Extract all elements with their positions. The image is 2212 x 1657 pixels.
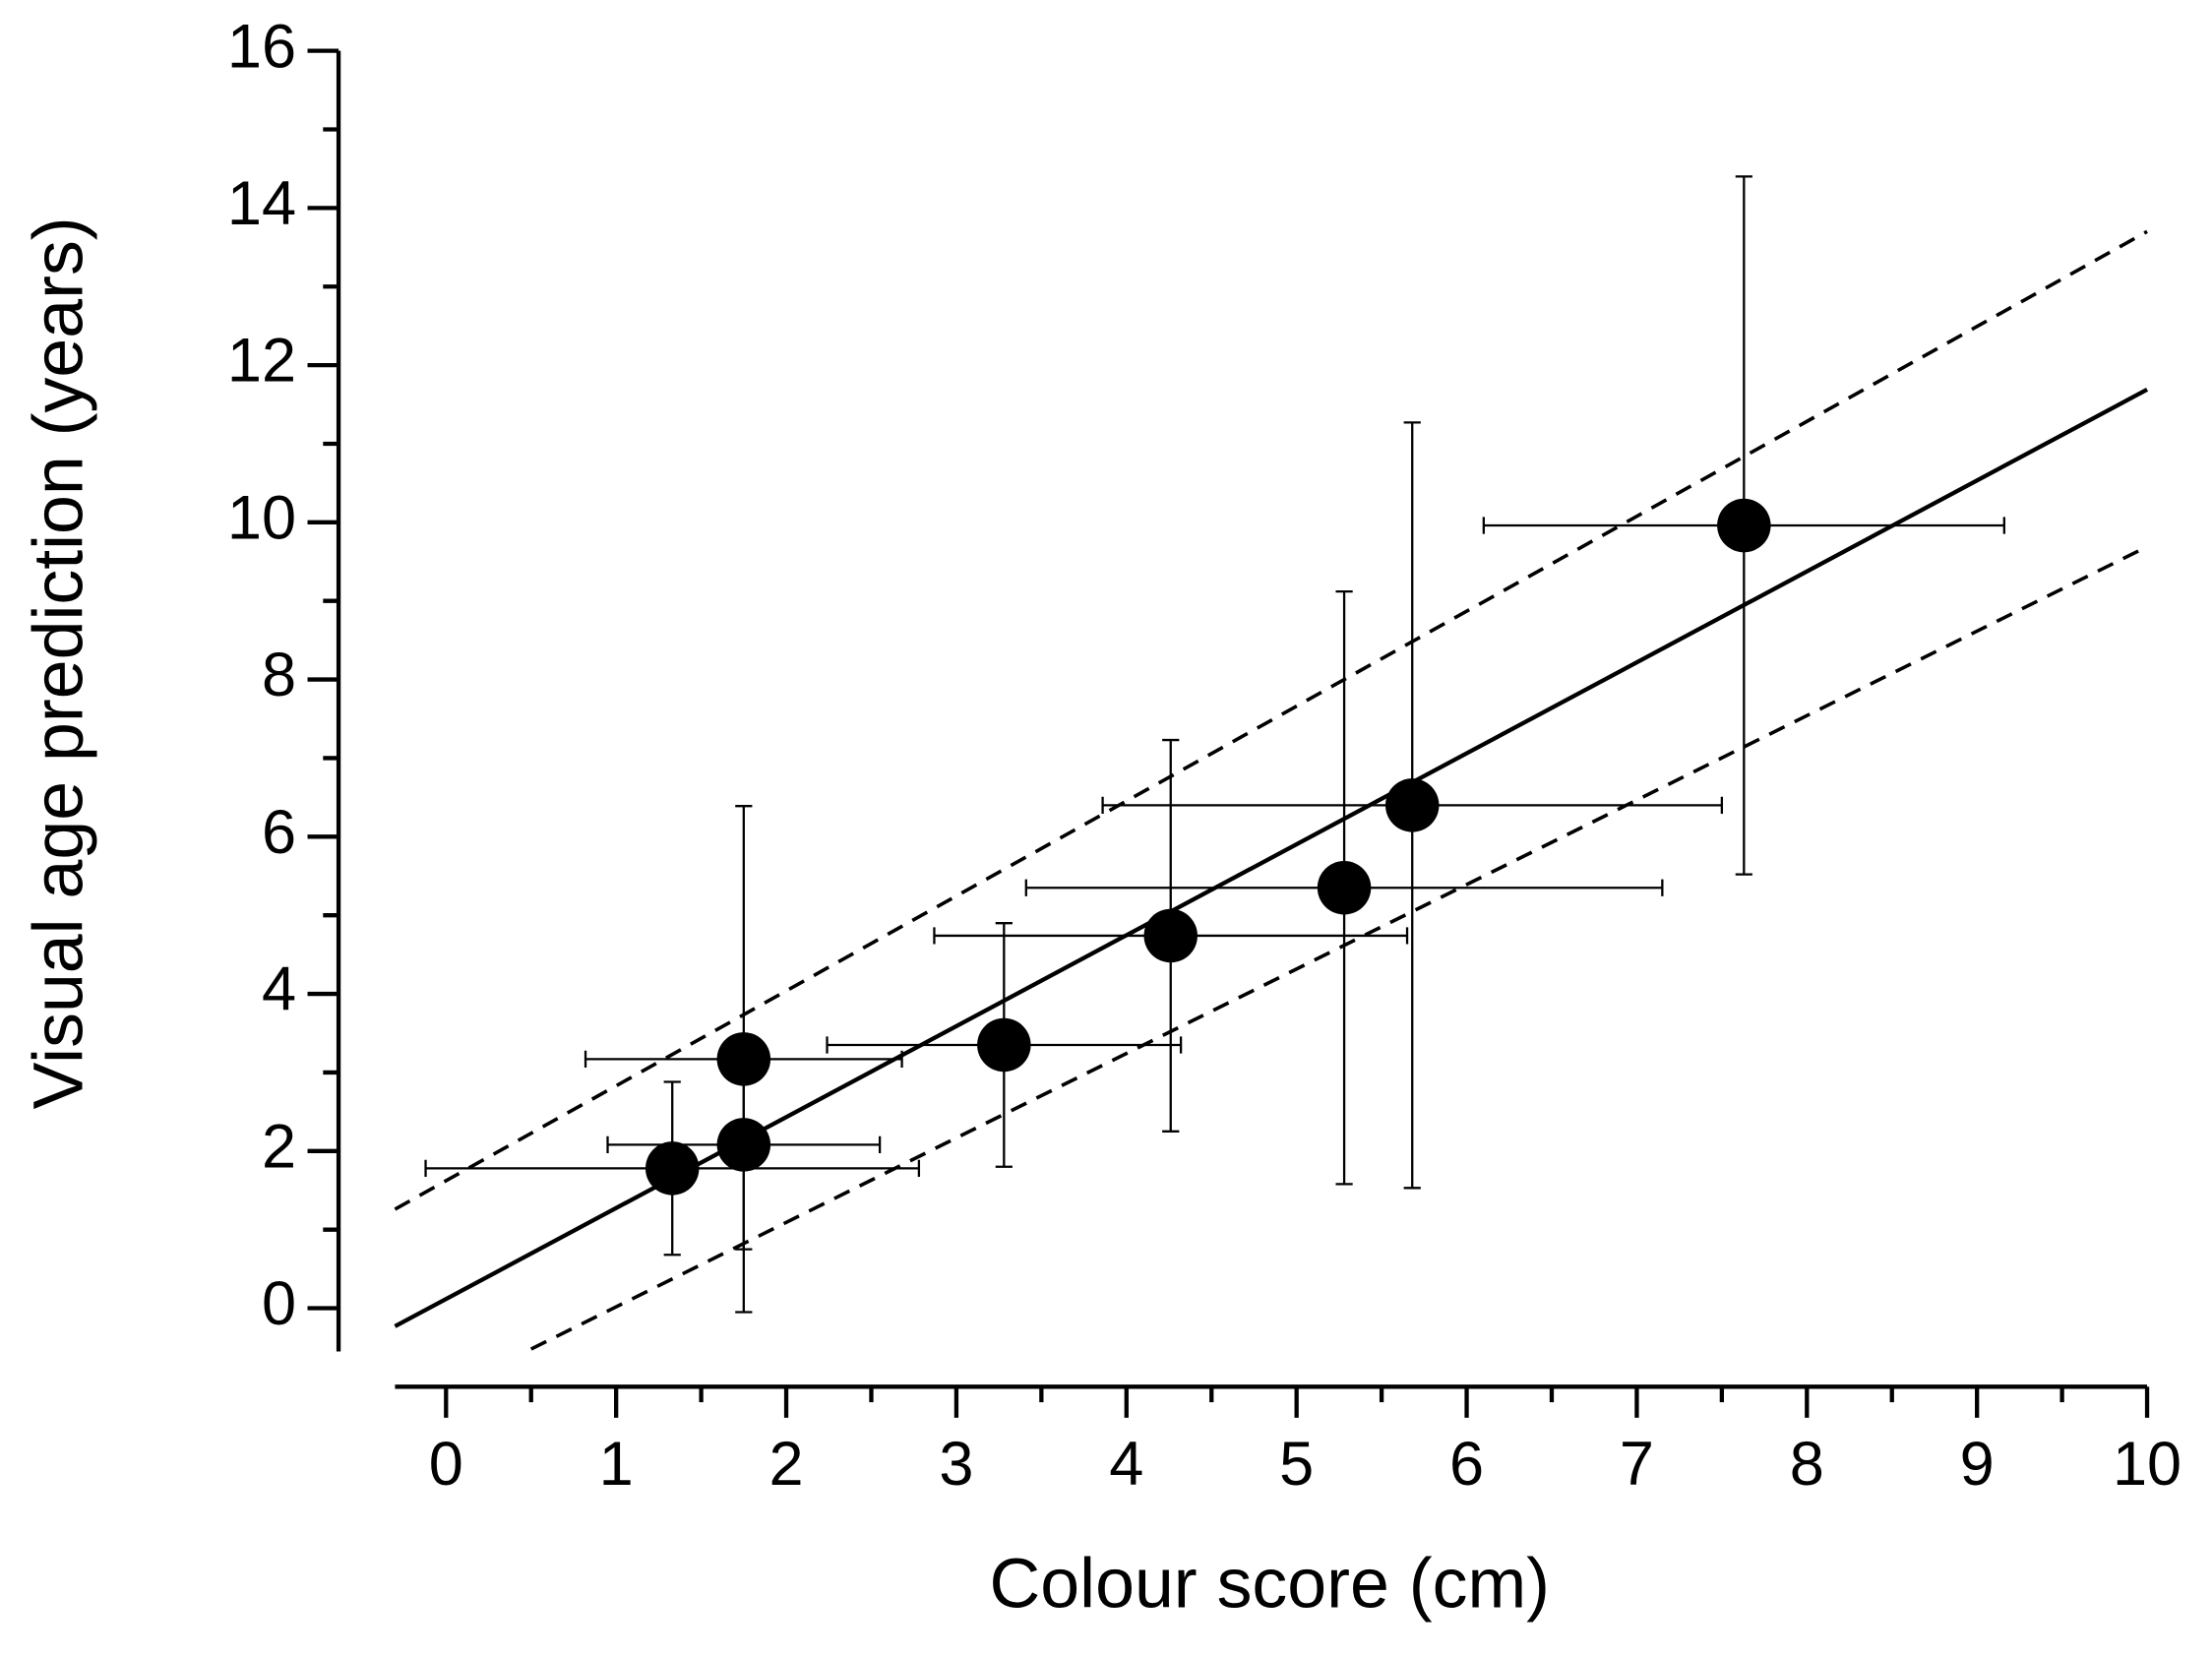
point — [977, 1017, 1031, 1073]
x-tick-label: 1 — [599, 1430, 634, 1499]
x-tick-label: 4 — [1109, 1430, 1143, 1499]
y-tick-label: 2 — [262, 1112, 296, 1181]
x-tick-label: 5 — [1279, 1430, 1314, 1499]
y-tick-label: 16 — [227, 12, 296, 81]
y-tick-label: 10 — [227, 483, 296, 552]
y-tick-label: 8 — [262, 641, 296, 709]
point — [1317, 860, 1372, 915]
y-tick-label: 12 — [227, 327, 296, 396]
y-axis-title: Visual age prediction (years) — [19, 216, 97, 1109]
point — [1143, 908, 1198, 963]
y-tick-label: 0 — [262, 1269, 296, 1338]
point — [1384, 778, 1440, 832]
x-tick-label: 6 — [1449, 1430, 1484, 1499]
x-tick-label: 9 — [1960, 1430, 1995, 1499]
x-tick-label: 2 — [768, 1430, 803, 1499]
point — [645, 1141, 700, 1196]
y-tick-label: 4 — [262, 955, 296, 1024]
x-tick-label: 7 — [1620, 1430, 1654, 1499]
y-tick-label: 6 — [262, 798, 296, 867]
confidence-line — [394, 229, 2148, 1211]
x-tick-label: 8 — [1790, 1430, 1824, 1499]
x-tick-label: 3 — [939, 1430, 973, 1499]
y-tick-label: 14 — [227, 169, 296, 238]
x-tick-label: 0 — [429, 1430, 463, 1499]
point — [716, 1032, 771, 1086]
confidence-line — [529, 544, 2148, 1351]
x-tick-label: 10 — [2113, 1430, 2181, 1499]
x-axis-title: Colour score (cm) — [990, 1544, 1550, 1623]
point — [1717, 498, 1771, 553]
